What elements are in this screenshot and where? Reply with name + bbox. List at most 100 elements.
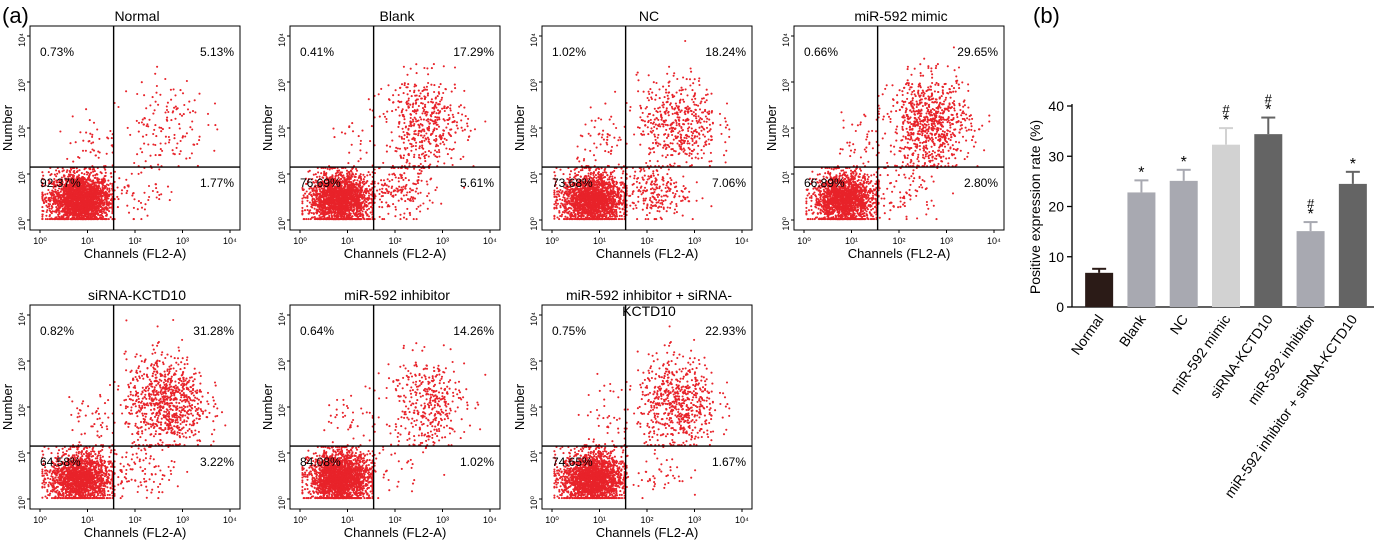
- scatter-point: [323, 200, 325, 202]
- scatter-point: [307, 218, 309, 220]
- scatter-point: [72, 115, 74, 117]
- scatter-point: [80, 210, 82, 212]
- scatter-point: [82, 218, 84, 220]
- scatter-point: [318, 199, 320, 201]
- scatter-point: [63, 191, 65, 193]
- scatter-point: [333, 218, 335, 220]
- scatter-point: [338, 190, 340, 192]
- x-tick-label: 10³: [176, 236, 189, 246]
- scatter-point: [169, 199, 171, 201]
- scatter-point: [98, 218, 100, 220]
- scatter-point: [317, 171, 319, 173]
- scatter-point: [75, 193, 77, 195]
- scatter-point: [71, 212, 73, 214]
- scatter-point: [90, 214, 92, 216]
- scatter-point: [158, 194, 160, 196]
- scatter-point: [138, 200, 140, 202]
- scatter-point: [101, 179, 103, 181]
- scatter-point: [146, 125, 148, 127]
- scatter-point: [99, 214, 101, 216]
- scatter-point: [92, 141, 94, 143]
- scatter-point: [47, 218, 49, 220]
- scatter-point: [315, 203, 317, 205]
- scatter-point: [412, 106, 414, 108]
- scatter-point: [323, 211, 325, 213]
- scatter-point: [118, 177, 120, 179]
- scatter-point: [133, 207, 135, 209]
- scatter-point: [387, 204, 389, 206]
- scatter-point: [461, 113, 463, 115]
- scatter-point: [124, 186, 126, 188]
- scatter-point: [360, 214, 362, 216]
- scatter-point: [311, 212, 313, 214]
- scatter-point: [347, 181, 349, 183]
- scatter-point: [368, 195, 370, 197]
- scatter-point: [90, 218, 92, 220]
- scatter-point: [174, 153, 176, 155]
- scatter-point: [408, 179, 410, 181]
- scatter-point: [186, 132, 188, 134]
- scatter-point: [46, 193, 48, 195]
- scatter-point: [362, 191, 364, 193]
- scatter-point: [355, 194, 357, 196]
- scatter-point: [381, 191, 383, 193]
- scatter-point: [355, 168, 357, 170]
- scatter-point: [316, 198, 318, 200]
- scatter-point: [395, 209, 397, 211]
- scatter-point: [79, 131, 81, 133]
- scatter-point: [77, 170, 79, 172]
- scatter-point: [417, 176, 419, 178]
- scatter-point: [364, 176, 366, 178]
- scatter-point: [55, 211, 57, 213]
- scatter-point: [323, 204, 325, 206]
- scatter-point: [348, 171, 350, 173]
- scatter-point: [306, 200, 308, 202]
- scatter-point: [109, 183, 111, 185]
- scatter-point: [347, 209, 349, 211]
- x-tick-label: 10⁰: [33, 236, 47, 246]
- scatter-point: [173, 137, 175, 139]
- scatter-point: [316, 212, 318, 214]
- scatter-point: [344, 180, 346, 182]
- scatter-point: [68, 197, 70, 199]
- scatter-point: [370, 189, 372, 191]
- scatter-point: [142, 119, 144, 121]
- scatter-point: [363, 206, 365, 208]
- scatter-point: [358, 177, 360, 179]
- scatter-point: [55, 169, 57, 171]
- scatter-point: [352, 180, 354, 182]
- scatter-point: [386, 189, 388, 191]
- scatter-point: [168, 139, 170, 141]
- scatter-point: [110, 203, 112, 205]
- scatter-point: [435, 112, 437, 114]
- scatter-point: [85, 208, 87, 210]
- scatter-point: [370, 183, 372, 185]
- scatter-point: [346, 173, 348, 175]
- scatter-point: [66, 158, 68, 160]
- scatter-point: [140, 148, 142, 150]
- scatter-point: [59, 130, 61, 132]
- scatter-point: [158, 198, 160, 200]
- scatter-point: [95, 190, 97, 192]
- scatter-point: [349, 214, 351, 216]
- scatter-point: [360, 173, 362, 175]
- scatter-point: [137, 208, 139, 210]
- scatter-point: [409, 191, 411, 193]
- scatter-point: [95, 185, 97, 187]
- scatter-point: [82, 140, 84, 142]
- scatter-point: [406, 191, 408, 193]
- scatter-point: [90, 172, 92, 174]
- scatter-point: [138, 122, 140, 124]
- scatter-point: [84, 186, 86, 188]
- scatter-point: [338, 192, 340, 194]
- scatter-point: [323, 213, 325, 215]
- scatter-point: [318, 206, 320, 208]
- scatter-point: [404, 188, 406, 190]
- scatter-point: [420, 192, 422, 194]
- scatter-point: [97, 151, 99, 153]
- scatter-point: [438, 126, 440, 128]
- scatter-point: [342, 174, 344, 176]
- scatter-point: [423, 119, 425, 121]
- scatter-point: [358, 185, 360, 187]
- scatter-point: [103, 178, 105, 180]
